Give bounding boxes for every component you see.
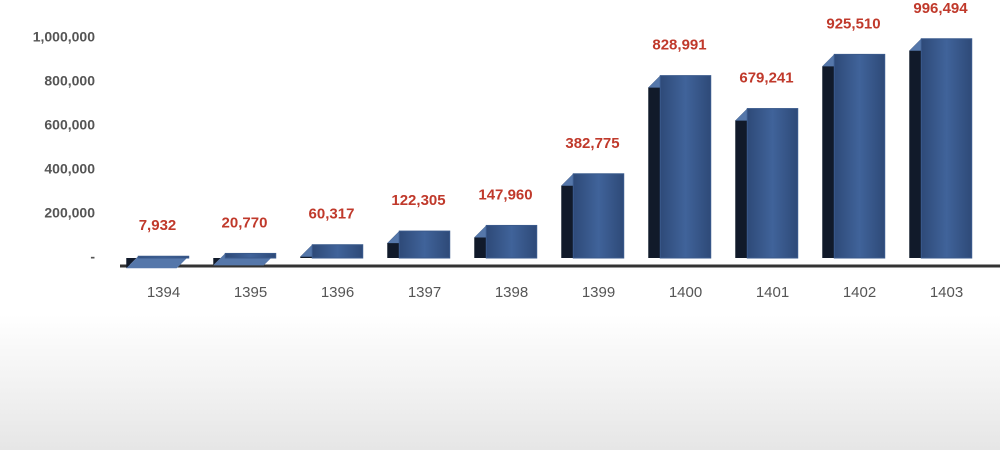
bar-side [735,108,748,258]
bar [659,75,712,259]
x-tick-label: 1397 [408,284,441,301]
x-tick-label: 1399 [582,284,615,301]
y-tick-label: 800,000 [44,73,95,89]
value-label: 20,770 [222,214,268,231]
x-tick-label: 1401 [756,284,789,301]
x-tick-label: 1403 [930,284,963,301]
bar [485,224,538,259]
bar [920,38,973,259]
bar-side [648,75,661,258]
y-tick-label: 1,000,000 [33,29,95,45]
bar [572,173,625,259]
value-label: 679,241 [739,70,793,87]
bar [746,108,799,259]
value-label: 60,317 [309,206,355,223]
value-label: 925,510 [826,15,880,32]
bar [833,53,886,259]
bar-side [126,256,139,269]
value-label: 7,932 [139,217,177,234]
y-tick-label: 200,000 [44,205,95,221]
y-tick-label: 400,000 [44,161,95,177]
x-tick-label: 1398 [495,284,528,301]
value-label: 122,305 [391,192,445,209]
value-label: 147,960 [478,186,532,203]
x-tick-label: 1396 [321,284,354,301]
bar [398,230,451,259]
bar-top [126,256,189,269]
value-label: 828,991 [652,37,706,54]
bar-side [822,54,835,258]
bar-side [909,38,922,259]
y-tick-label: - [90,249,95,265]
value-label: 996,494 [913,0,968,17]
x-tick-label: 1395 [234,284,267,301]
x-tick-label: 1402 [843,284,876,301]
bar [137,255,190,259]
x-tick-label: 1400 [669,284,702,301]
y-tick-label: 600,000 [44,117,95,133]
bar [224,252,277,259]
x-tick-label: 1394 [147,284,180,301]
bar-side [561,173,574,258]
bar [311,244,364,259]
value-label: 382,775 [565,135,619,152]
